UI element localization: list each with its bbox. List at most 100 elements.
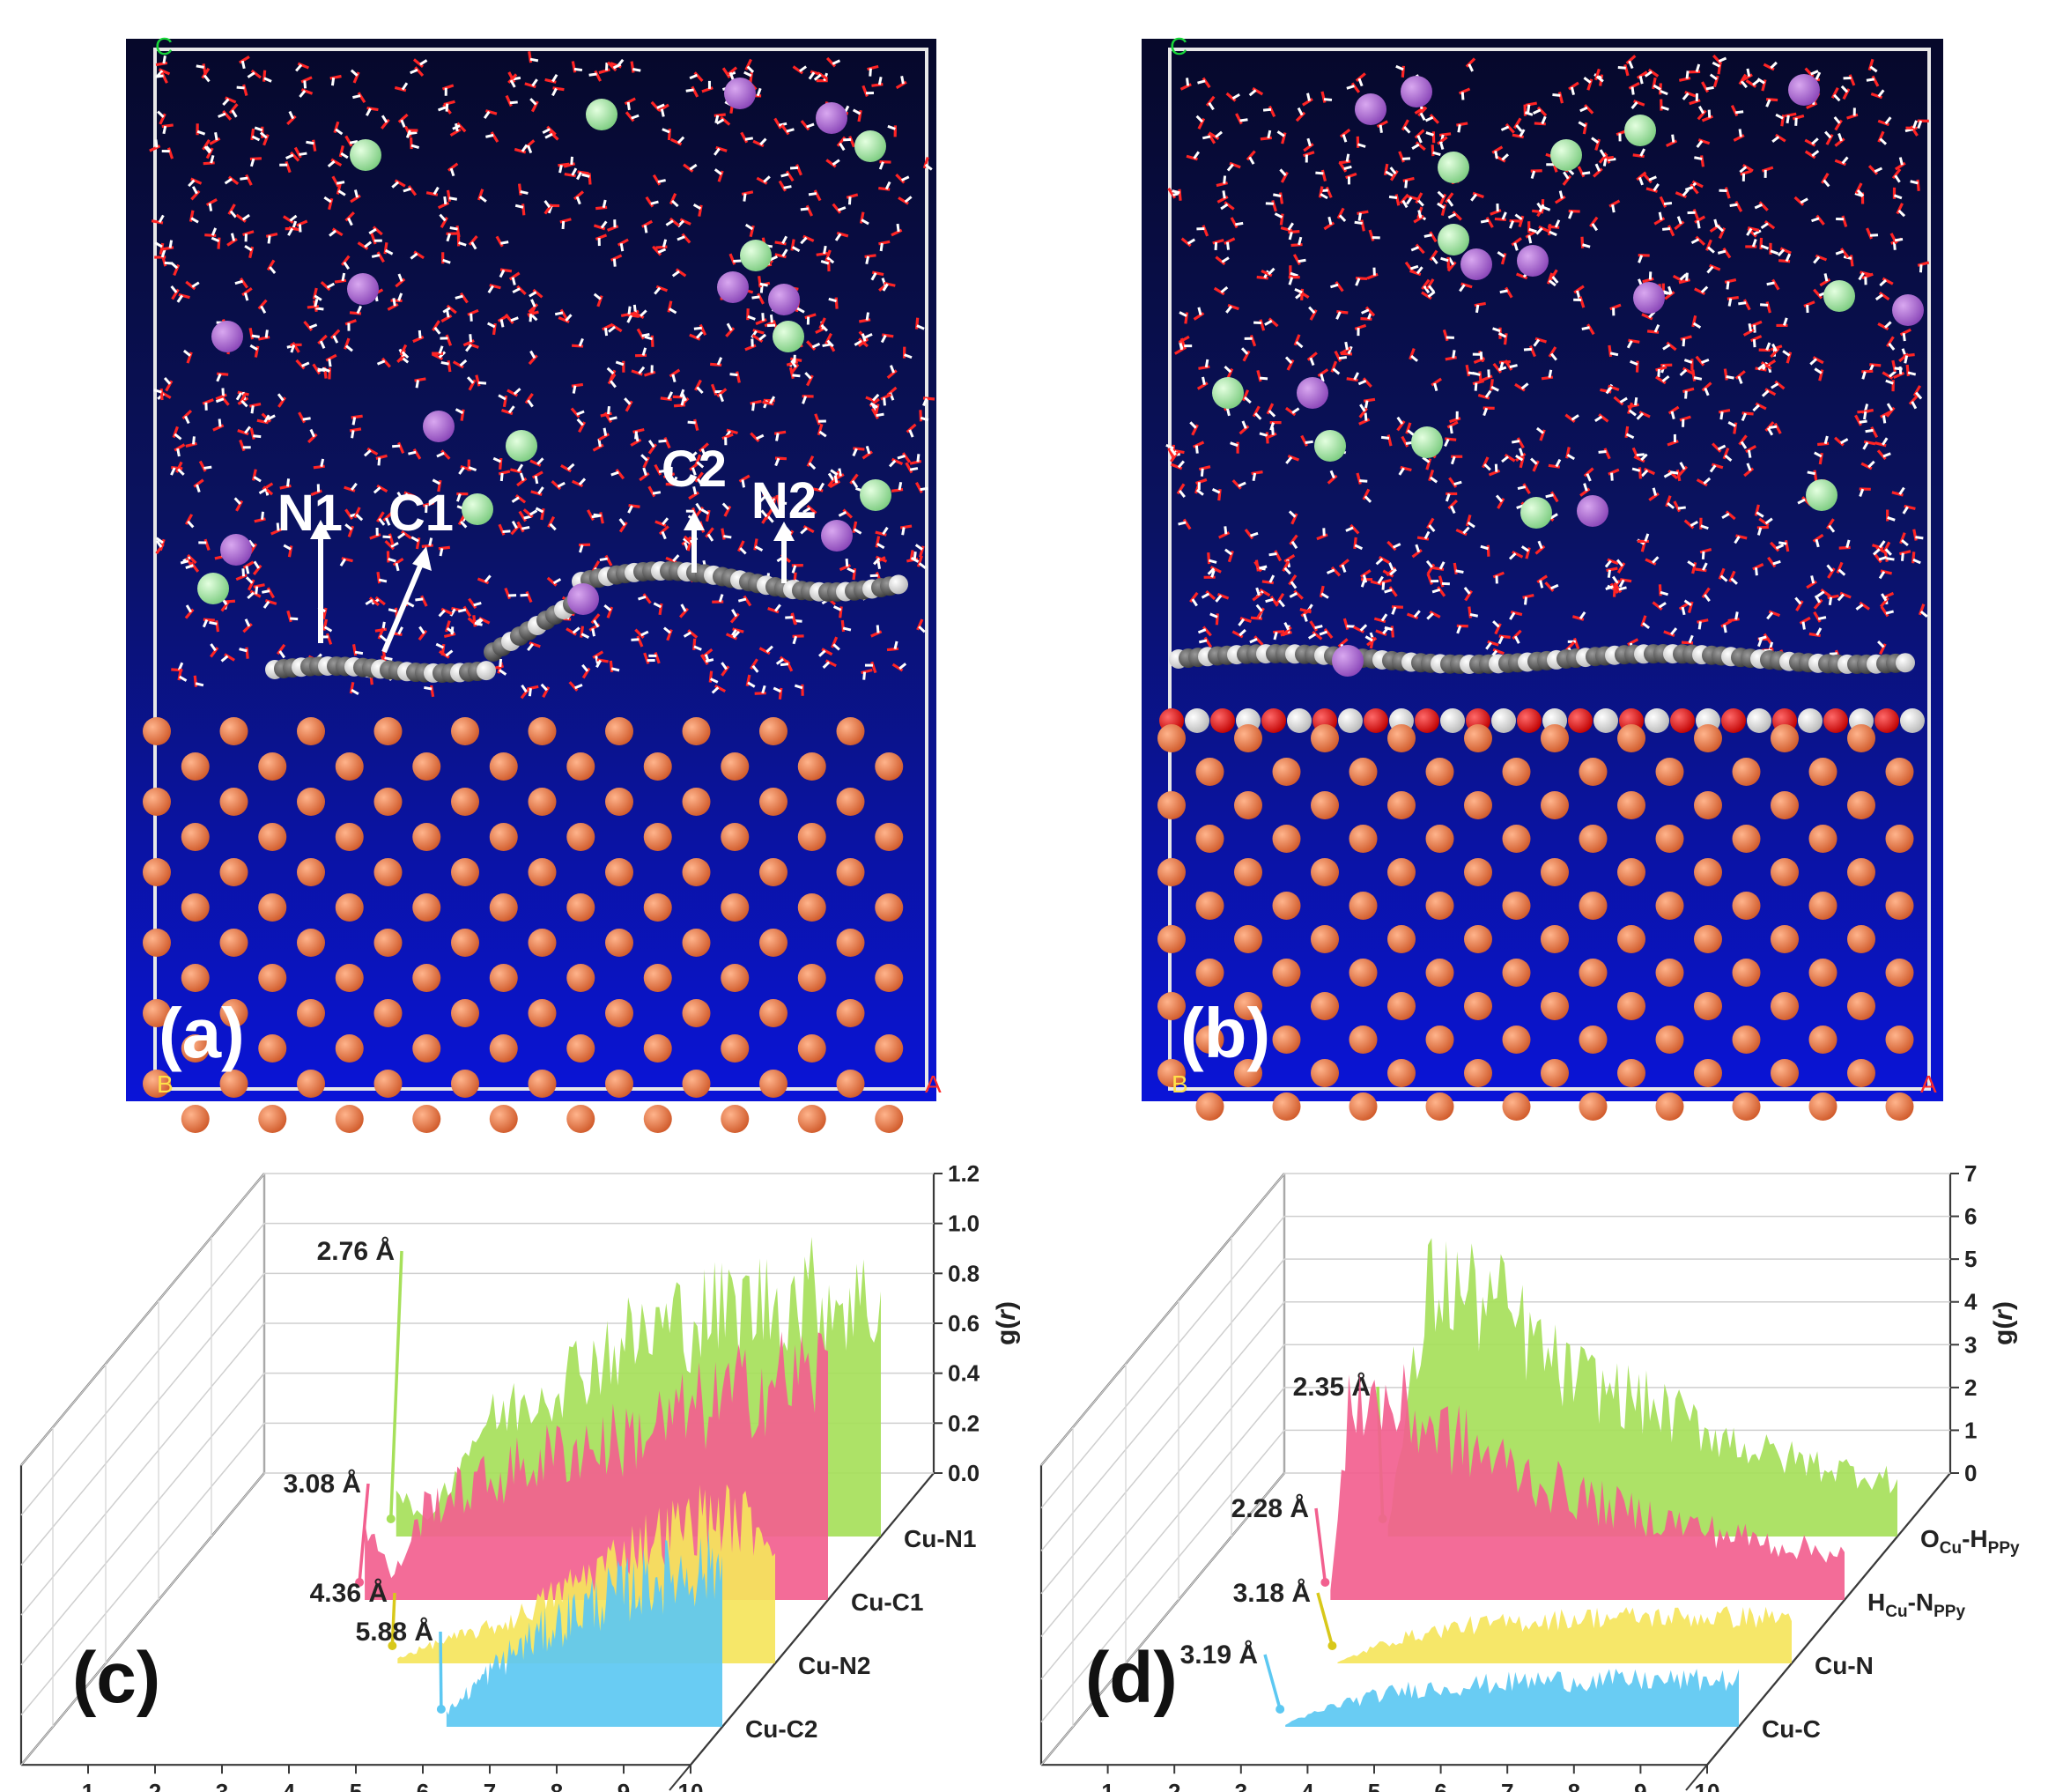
water-bond <box>161 246 174 251</box>
water-bond <box>1497 250 1505 258</box>
water-bond <box>1727 295 1739 300</box>
water-bond <box>455 122 459 132</box>
water-bond <box>653 602 662 609</box>
cu-atom <box>143 1070 171 1098</box>
water-bond <box>663 436 671 449</box>
water-bond <box>603 327 609 337</box>
na-ion <box>1332 645 1364 677</box>
water-bond <box>1383 163 1389 176</box>
water-bond <box>769 396 776 404</box>
water-bond <box>376 511 385 522</box>
water-bond <box>442 258 451 264</box>
water-bond <box>517 183 522 196</box>
water-bond <box>1562 174 1572 186</box>
water-bond <box>1760 222 1769 229</box>
water-bond <box>1808 632 1821 638</box>
water-bond <box>1747 449 1752 458</box>
water-bond <box>672 554 680 562</box>
water-bond <box>1568 81 1579 91</box>
cu-atom <box>489 1105 518 1133</box>
water-bond <box>1239 616 1252 624</box>
water-bond <box>1889 233 1898 245</box>
water-bond <box>696 478 704 486</box>
water-bond <box>1203 636 1213 648</box>
cu-atom <box>1655 892 1684 920</box>
water-bond <box>1349 523 1360 535</box>
water-bond <box>591 628 596 637</box>
water-bond <box>1494 217 1507 222</box>
water-bond <box>1364 412 1368 421</box>
floor-edge <box>721 1662 776 1728</box>
water-bond <box>1345 172 1357 180</box>
water-bond <box>1911 401 1918 410</box>
water-bond <box>1653 324 1660 333</box>
water-bond <box>897 454 906 460</box>
cl-ion <box>1411 426 1443 458</box>
water-bond <box>1899 550 1911 556</box>
water-bond <box>901 527 906 536</box>
water-bond <box>1756 78 1765 85</box>
water-bond <box>710 362 722 367</box>
water-bond <box>1642 173 1653 184</box>
water-bond <box>174 443 186 452</box>
water-bond <box>309 428 315 438</box>
water-bond <box>1608 468 1620 476</box>
y-axis-label-text: g( <box>992 1321 1021 1345</box>
water-bond <box>1364 495 1372 503</box>
water-bond <box>1268 574 1276 583</box>
water-bond <box>1821 172 1830 184</box>
water-bond <box>1323 221 1335 231</box>
water-bond <box>638 595 647 601</box>
water-bond <box>1904 355 1909 364</box>
water-bond <box>1705 85 1714 91</box>
water-bond <box>891 487 904 492</box>
water-bond <box>1189 421 1197 429</box>
cu-atom <box>1311 992 1339 1020</box>
cu-atom <box>1808 825 1837 853</box>
water-bond <box>1838 545 1851 550</box>
water-bond <box>1482 456 1490 469</box>
water-bond <box>1280 171 1289 183</box>
water-bond <box>889 365 896 374</box>
water-bond <box>1877 640 1885 648</box>
water-bond <box>1497 497 1505 509</box>
water-bond <box>626 315 633 323</box>
water-bond <box>518 510 528 522</box>
copper-lattice <box>143 717 904 1133</box>
water-bond <box>830 469 839 476</box>
cu-atom <box>1579 758 1608 786</box>
water-bond <box>778 687 783 700</box>
water-bond <box>440 360 449 366</box>
y-axis-label-var: r <box>992 1308 1021 1321</box>
water-bond <box>192 436 196 445</box>
water-bond <box>755 433 765 441</box>
water-bond <box>287 227 294 236</box>
water-bond <box>1891 168 1902 180</box>
water-bond <box>1533 108 1542 115</box>
na-ion <box>1577 495 1608 527</box>
water-bond <box>534 475 539 485</box>
water-bond <box>1187 238 1196 245</box>
na-ion <box>220 534 252 566</box>
series-label: Cu-N2 <box>798 1652 870 1679</box>
water-bond <box>1630 86 1635 95</box>
water-bond <box>248 246 255 259</box>
water-bond <box>259 131 268 139</box>
water-bond <box>727 66 738 77</box>
cu-atom <box>759 858 787 886</box>
cu-atom <box>682 1070 711 1098</box>
water-bond <box>1740 169 1752 176</box>
water-bond <box>808 71 816 80</box>
water-bond <box>1509 364 1518 369</box>
water-bond <box>542 128 551 134</box>
water-bond <box>1501 211 1507 220</box>
water-bond <box>872 270 884 277</box>
cu-atom <box>1195 1092 1224 1121</box>
water-bond <box>546 125 557 136</box>
water-bond <box>1640 453 1648 462</box>
water-bond <box>1692 208 1700 221</box>
water-bond <box>660 396 672 402</box>
water-bond <box>317 334 328 345</box>
series-label: Cu-N <box>1815 1652 1874 1679</box>
water-bond <box>726 428 738 435</box>
